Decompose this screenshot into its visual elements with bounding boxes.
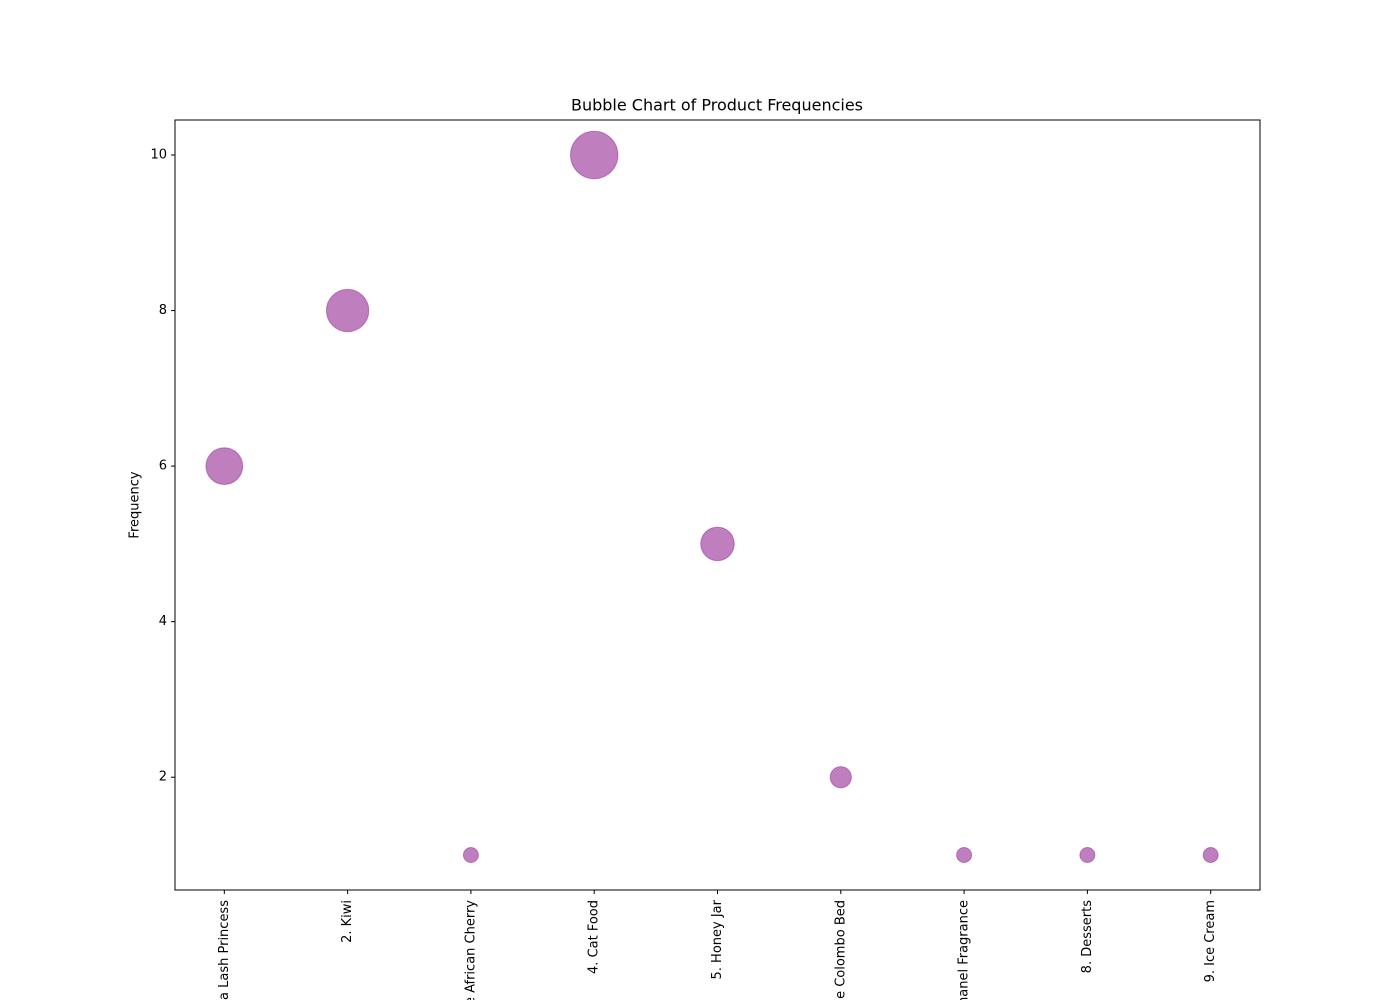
y-tick-label: 4 xyxy=(159,614,167,629)
bubble xyxy=(1202,847,1219,863)
y-tick-label: 8 xyxy=(159,303,167,318)
y-axis-label: Frequency xyxy=(128,471,143,538)
x-tick-label: 1. Essence Mascara Lash Princess xyxy=(217,900,232,1000)
bubble xyxy=(829,766,852,789)
bubble xyxy=(205,447,244,485)
chart-title: Bubble Chart of Product Frequencies xyxy=(571,96,863,115)
bubble xyxy=(462,847,479,863)
x-tick-label: 3. Bedside Table African Cherry xyxy=(463,900,478,1000)
y-tick-label: 6 xyxy=(159,459,167,474)
x-tick-label: 8. Desserts xyxy=(1080,900,1095,974)
bubble xyxy=(956,847,973,863)
bubble xyxy=(1079,847,1096,863)
y-tick-label: 10 xyxy=(150,148,167,163)
y-tick-label: 2 xyxy=(159,770,167,785)
bubble xyxy=(569,130,619,180)
x-tick-label: 9. Ice Cream xyxy=(1203,900,1218,982)
x-tick-label: 4. Cat Food xyxy=(587,900,602,974)
x-tick-label: 7. Chanel Fragrance xyxy=(957,900,972,1000)
x-tick-label: 2. Kiwi xyxy=(340,900,355,943)
bubble xyxy=(325,288,370,333)
x-tick-label: 6. Annibale Colombo Bed xyxy=(833,900,848,1000)
x-tick-label: 5. Honey Jar xyxy=(710,899,725,979)
plot-frame xyxy=(174,119,1261,891)
bubble xyxy=(700,526,735,562)
